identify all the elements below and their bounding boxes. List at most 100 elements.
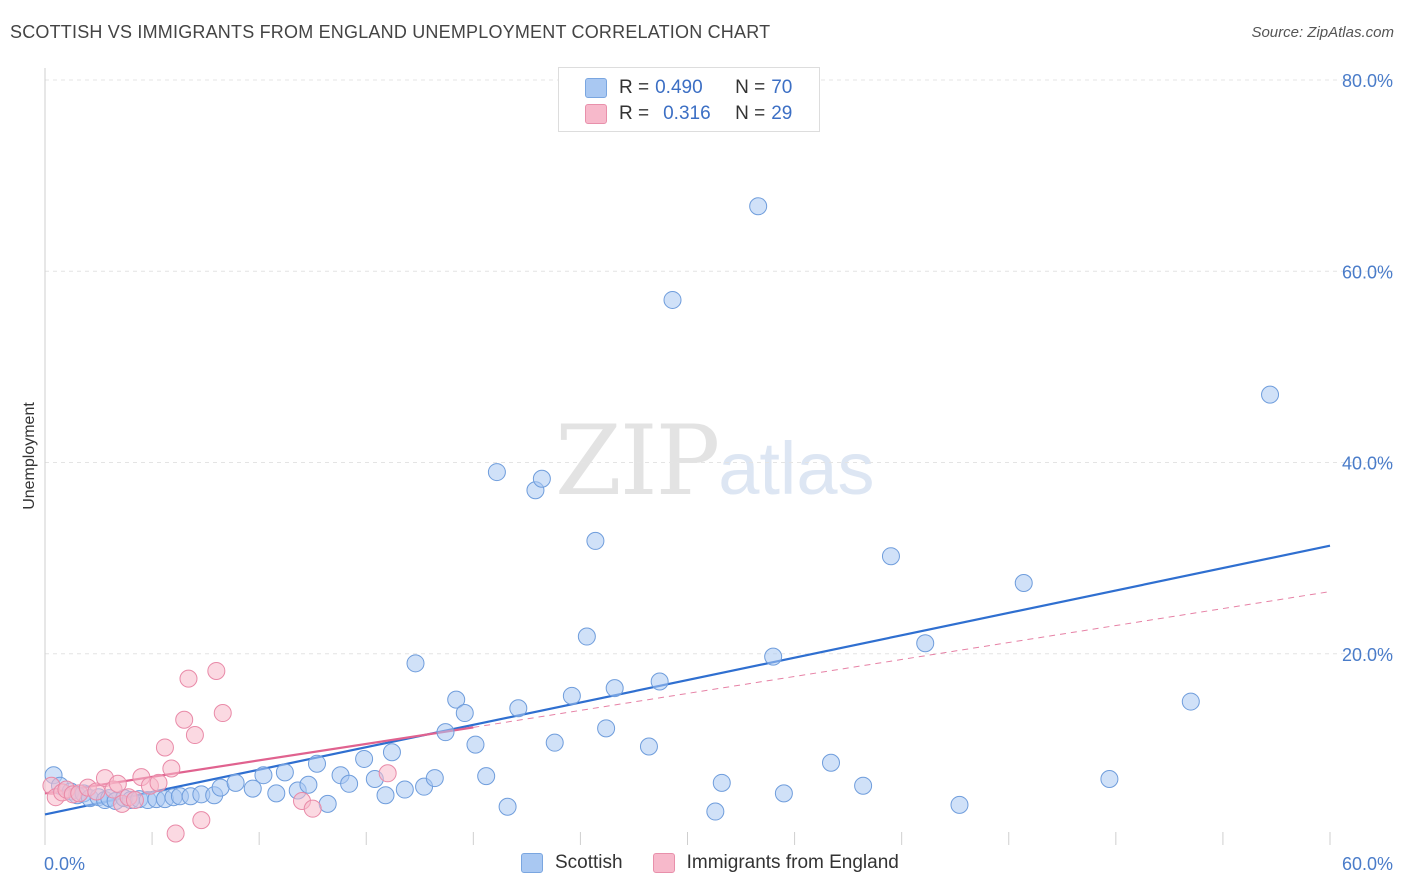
watermark-atlas: atlas xyxy=(718,427,875,510)
point-scottish xyxy=(466,735,485,754)
point-scottish xyxy=(382,743,401,762)
point-scottish xyxy=(299,775,318,794)
legend-row-scottish: R = 0.490 N = 70 xyxy=(585,76,792,100)
point-scottish xyxy=(307,754,326,773)
point-scottish xyxy=(562,686,581,705)
x-tick-label: 60.0% xyxy=(1342,854,1393,874)
point-scottish xyxy=(854,776,873,795)
trend-line-scottish xyxy=(44,544,1331,816)
source-label: Source: ZipAtlas.com xyxy=(1251,24,1394,41)
point-scottish xyxy=(254,766,273,785)
legend-row-england: R = 0.316 N = 29 xyxy=(585,102,792,126)
gridlines xyxy=(45,79,1395,655)
point-scottish xyxy=(425,769,444,788)
point-scottish xyxy=(663,290,682,309)
legend-n-label: N = xyxy=(735,103,766,124)
point-scottish xyxy=(1181,692,1200,711)
point-england xyxy=(207,661,226,680)
point-scottish xyxy=(545,733,564,752)
point-scottish xyxy=(605,679,624,698)
point-scottish xyxy=(1261,385,1280,404)
point-england xyxy=(166,824,185,843)
point-england xyxy=(125,791,144,810)
legend-r-value: 0.490 xyxy=(655,77,703,98)
point-scottish xyxy=(597,719,616,738)
chart-title: SCOTTISH VS IMMIGRANTS FROM ENGLAND UNEM… xyxy=(10,22,771,42)
axes xyxy=(44,68,1331,845)
point-scottish xyxy=(395,780,414,799)
legend-swatch-england xyxy=(585,104,607,124)
point-scottish xyxy=(211,778,230,797)
x-tick-label: 0.0% xyxy=(44,854,85,874)
trend-lines xyxy=(44,544,1331,816)
point-england xyxy=(179,669,198,688)
watermark: ZIPatlas xyxy=(555,405,875,517)
point-scottish xyxy=(577,627,596,646)
point-england xyxy=(185,726,204,745)
point-england xyxy=(175,710,194,729)
point-scottish xyxy=(487,463,506,482)
point-scottish xyxy=(376,786,395,805)
trend-extension-1 xyxy=(473,591,1331,728)
point-england xyxy=(378,764,397,783)
point-scottish xyxy=(916,634,935,653)
point-scottish xyxy=(764,647,783,666)
point-scottish xyxy=(498,797,517,816)
point-scottish xyxy=(447,690,466,709)
point-england xyxy=(149,773,168,792)
legend-n-value: 29 xyxy=(771,103,793,124)
point-scottish xyxy=(340,774,359,793)
point-england xyxy=(108,774,127,793)
point-scottish xyxy=(749,197,768,216)
point-scottish xyxy=(355,749,374,768)
point-scottish xyxy=(821,753,840,772)
point-scottish xyxy=(318,794,337,813)
legend-r-label: R = xyxy=(619,77,650,98)
stats-legend: R = 0.490 N = 70 R = 0.316 N = 29 xyxy=(558,67,820,132)
point-scottish xyxy=(650,672,669,691)
tick-labels: 20.0% 40.0% 60.0% 80.0% 0.0% 60.0% xyxy=(44,71,1393,874)
point-scottish xyxy=(639,737,658,756)
series-swatch-scottish xyxy=(521,853,543,873)
watermark-zip: ZIP xyxy=(555,405,720,517)
point-england xyxy=(303,799,322,818)
point-scottish xyxy=(477,767,496,786)
point-scottish xyxy=(950,795,969,814)
series-legend: Scottish Immigrants from England xyxy=(521,852,929,874)
y-axis-label: Unemployment xyxy=(21,402,38,510)
series-swatch-england xyxy=(652,853,675,873)
y-tick-label: 80.0% xyxy=(1342,71,1393,91)
point-england xyxy=(162,759,181,778)
series-label-england: Immigrants from England xyxy=(686,852,899,873)
legend-n-value: 70 xyxy=(771,77,793,98)
y-tick-label: 60.0% xyxy=(1342,262,1393,282)
point-scottish xyxy=(706,802,725,821)
y-tick-label: 40.0% xyxy=(1342,454,1393,474)
data-points xyxy=(42,197,1280,843)
point-scottish xyxy=(275,763,294,782)
point-scottish xyxy=(774,784,793,803)
point-scottish xyxy=(243,779,262,798)
y-tick-label: 20.0% xyxy=(1342,645,1393,665)
legend-r-value: 0.316 xyxy=(663,103,711,124)
point-scottish xyxy=(586,531,605,550)
point-england xyxy=(213,704,232,723)
point-scottish xyxy=(436,723,455,742)
point-scottish xyxy=(509,699,528,718)
point-scottish xyxy=(881,547,900,566)
point-england xyxy=(155,738,174,757)
series-legend-scottish[interactable]: Scottish xyxy=(521,852,623,874)
point-scottish xyxy=(267,784,286,803)
legend-n-label: N = xyxy=(735,77,766,98)
point-scottish xyxy=(712,773,731,792)
point-scottish xyxy=(406,654,425,673)
point-scottish xyxy=(532,469,551,488)
legend-swatch-scottish xyxy=(585,78,607,98)
point-scottish xyxy=(1014,573,1033,592)
point-scottish xyxy=(226,773,245,792)
series-legend-england[interactable]: Immigrants from England xyxy=(652,852,899,874)
point-scottish xyxy=(1100,770,1119,789)
legend-r-label: R = xyxy=(619,103,650,124)
point-scottish xyxy=(455,704,474,723)
